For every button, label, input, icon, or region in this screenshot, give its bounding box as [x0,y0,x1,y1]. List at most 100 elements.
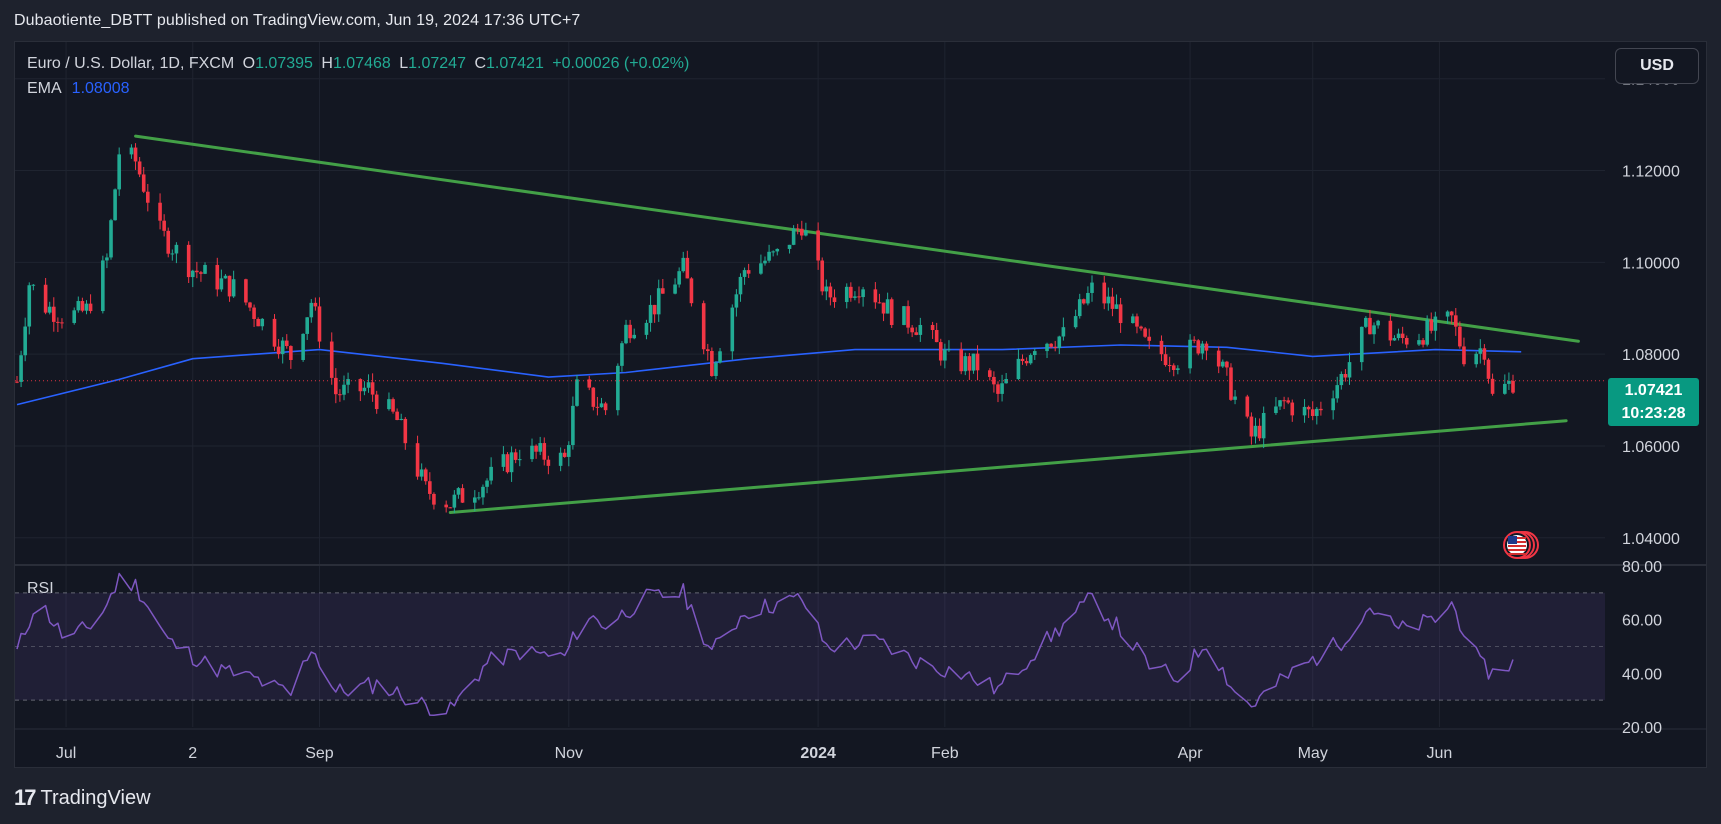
candle-body [763,260,767,264]
candle-body [616,365,620,411]
candle-body [816,230,820,261]
ema-series [16,344,1522,406]
candle-body [272,318,277,347]
candle-body [248,302,252,308]
candle-body [199,272,203,274]
candle-body [624,324,628,344]
candle-body [1192,339,1196,341]
candle-body [877,302,882,304]
candle-body [215,264,220,290]
last-price: 1.07421 [1624,382,1683,399]
candle-body [1024,361,1029,364]
candle-body [1339,374,1344,386]
candle-body [853,296,857,298]
candle-body [1302,406,1307,416]
candle-body [934,330,939,343]
candle-body [681,257,686,272]
candle-body [542,443,547,460]
candle-body [129,147,134,155]
ema-legend[interactable]: EMA 1.08008 [27,80,130,98]
candle-body [1114,304,1119,309]
candle-body [1421,340,1425,345]
price-tick-label: 1.04000 [1622,531,1680,548]
candle-body [391,399,395,412]
candle-body [1253,425,1258,437]
candle-body [76,301,81,311]
candle-body [195,270,199,273]
candle-body [358,379,363,392]
rsi-tick-label: 60.00 [1622,613,1662,630]
candle-body [403,418,408,444]
candle-body [1417,340,1421,345]
candle-body [137,161,142,175]
candle-body [1315,408,1319,416]
candle-body [477,497,481,499]
tradingview-footer[interactable]: 17 TradingView [14,785,151,811]
candle-body [432,493,436,505]
high-value: 1.07468 [332,55,391,72]
candle-body [1139,326,1143,329]
candle-body [595,406,600,408]
candle-body [395,411,399,421]
candle-body [628,324,632,339]
candle-body [1225,361,1229,368]
time-tick-label: Nov [555,745,583,762]
rsi-line [16,572,1514,717]
candle-body [1425,319,1429,345]
candle-body [109,220,113,258]
candle-body [280,340,285,355]
candle-body [562,452,567,457]
candle-body [534,445,538,452]
candle-body [1049,343,1053,347]
candle-body [105,257,109,261]
currency-button[interactable]: USD [1615,48,1699,84]
candle-body [366,382,371,388]
candle-body [906,306,910,328]
trendline-lower [448,419,1568,515]
candle-body [599,403,604,408]
candle-body [1347,362,1352,378]
candle-body [971,353,976,371]
publisher-line: Dubaotiente_DBTT published on TradingVie… [14,12,581,29]
candle-body [930,324,935,331]
candle-body [1073,316,1078,328]
candle-body [15,381,19,383]
candle-body [1061,327,1066,337]
candle-body [701,303,706,350]
symbol-legend[interactable]: Euro / U.S. Dollar, 1D, FXCM O1.07395 H1… [27,55,689,73]
rsi-legend[interactable]: RSI [27,580,54,597]
candle-body [787,244,792,249]
candle-body [101,260,105,312]
candle-body [1163,354,1168,366]
candle-body [677,271,681,285]
candle-body [501,454,506,467]
candle-body [317,306,322,342]
candle-body [1331,398,1335,411]
candle-body [689,278,694,304]
symbol-name[interactable]: Euro / U.S. Dollar, 1D, FXCM [27,55,235,72]
candle-body [1249,416,1254,437]
candle-body [80,301,85,311]
candle-body [1286,400,1290,403]
candle-body [489,466,493,481]
candle-body [1233,396,1237,400]
candle-body [947,349,951,351]
candle-body [714,362,718,376]
flag-stripe [1508,549,1526,551]
candle-body [43,284,48,313]
candle-body [849,286,853,298]
candle-body [1028,355,1033,364]
time-axis: Jul 2 Sep Nov 2024 Feb Apr May Jun [56,745,1453,762]
candle-body [1020,358,1025,362]
candle-body [329,341,334,378]
candle-body [1110,296,1115,309]
ema-value: 1.08008 [71,80,130,97]
price-axis: 1.140001.120001.100001.080001.060001.040… [1622,72,1680,548]
candle-body [804,230,808,236]
change-value: +0.00026 (+0.02%) [552,55,690,72]
ema-label[interactable]: EMA [27,80,62,97]
candle-body [428,481,432,494]
candle-body [117,154,121,190]
candle-body [1102,282,1107,304]
